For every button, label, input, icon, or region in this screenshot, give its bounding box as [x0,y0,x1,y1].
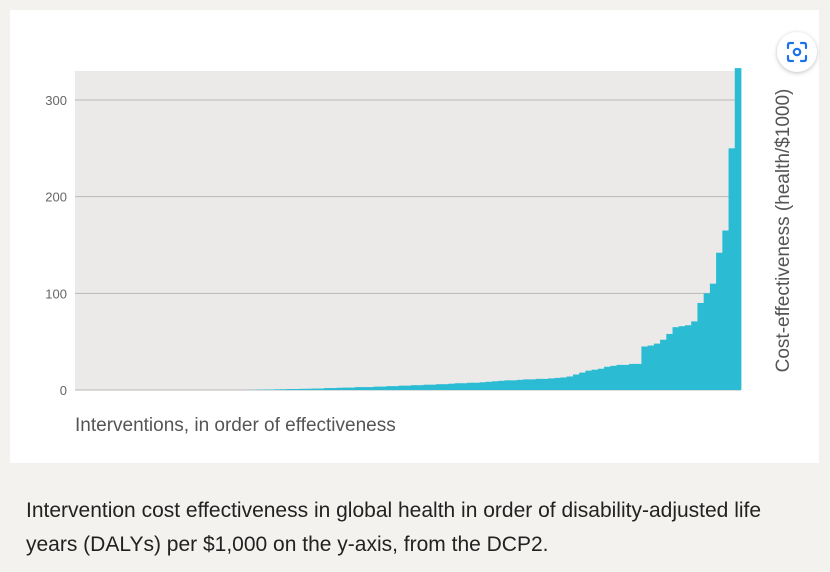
bar [392,386,400,390]
y-tick-label: 0 [60,383,67,398]
bar [529,379,536,390]
y-tick-label: 200 [45,190,67,205]
bar [454,383,462,390]
bar [604,366,611,390]
bar [504,380,512,390]
bar [311,388,319,390]
bar [560,377,568,390]
bar [728,148,736,390]
bar [448,383,456,390]
bar [666,333,673,390]
bar [541,378,549,390]
bar [653,343,661,390]
bar [379,386,387,390]
scan-image-button[interactable] [777,32,817,72]
bar [566,376,574,390]
bar [684,325,692,390]
y-axis-label: Cost-effectiveness (health/$1000) [773,89,794,373]
bar [523,379,530,390]
y-tick-label: 100 [45,286,67,301]
bar [516,379,524,390]
bar [361,387,368,390]
x-axis-label: Interventions, in order of effectiveness [75,415,396,436]
bar [404,385,412,390]
bar [660,339,667,390]
bar [709,283,717,390]
bar [355,387,362,390]
bar [336,387,344,390]
bar [280,389,288,390]
bar [597,368,605,390]
bar [548,378,555,390]
bar [635,363,642,390]
bar [585,370,593,390]
bar [467,382,474,390]
bar [647,345,655,390]
bar [286,389,294,390]
bar [554,377,561,390]
bar [672,327,680,390]
figure-caption: Intervention cost effectiveness in globa… [26,499,762,556]
bar [348,387,356,390]
bar [299,388,306,390]
bar [498,380,505,390]
bar [722,230,729,390]
bar [423,384,431,390]
bar [460,383,468,390]
y-tick-label: 300 [45,93,67,108]
bar [535,378,543,390]
bar [510,380,518,390]
bar [367,387,375,390]
bar [641,346,649,390]
bar [473,382,480,390]
scan-icon [786,41,808,63]
bar [398,385,406,390]
bar [591,369,599,390]
bar [572,374,580,390]
bar [691,321,698,390]
bar [417,385,424,390]
bar [330,388,337,390]
bar [734,68,742,390]
bar [429,384,437,390]
bar [579,372,586,390]
bar [274,389,281,390]
cost-effectiveness-chart: 0 100 200 300 Interventions, in order of ef… [45,68,794,436]
bar [622,364,630,390]
bar [386,386,393,390]
y-tick-labels: 0 100 200 300 [45,93,67,398]
plot-background [75,71,741,390]
bar [610,365,617,390]
bar [716,252,723,390]
bar [411,385,418,390]
bar [292,389,300,390]
bar [305,388,312,390]
bar [628,363,636,390]
bar [485,381,493,390]
bar [436,384,443,390]
bars [249,68,742,390]
bar [479,382,487,390]
bar [442,384,449,390]
bar [323,388,331,390]
bar [373,386,381,390]
bar [616,364,624,390]
bar [697,303,705,390]
bar [317,388,325,390]
bar [678,326,686,390]
bar [703,293,711,390]
bar [492,381,499,390]
bar [342,387,350,390]
chart-card: 0 100 200 300 Interventions, in order of ef… [10,10,819,463]
